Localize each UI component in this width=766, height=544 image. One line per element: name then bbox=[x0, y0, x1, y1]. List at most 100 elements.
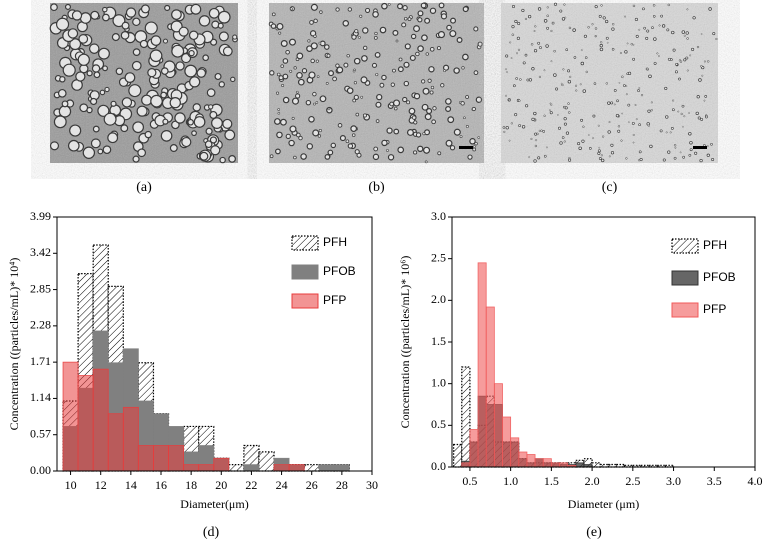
particle bbox=[381, 74, 387, 81]
particle bbox=[132, 155, 140, 163]
particle bbox=[653, 37, 657, 41]
particle bbox=[502, 126, 506, 129]
particle bbox=[327, 107, 331, 111]
particle bbox=[639, 157, 643, 162]
particle bbox=[613, 89, 617, 92]
x-tick-label: 14 bbox=[125, 478, 137, 492]
bar bbox=[213, 457, 230, 472]
particle bbox=[607, 101, 611, 105]
particle bbox=[599, 47, 604, 52]
particle bbox=[673, 156, 677, 160]
particle bbox=[204, 140, 213, 149]
particle bbox=[534, 25, 537, 28]
particle bbox=[710, 142, 713, 146]
particle bbox=[591, 23, 594, 26]
particle bbox=[600, 158, 605, 163]
y-tick-label: 0.00 bbox=[30, 463, 51, 477]
particle bbox=[517, 22, 521, 26]
particle bbox=[677, 110, 680, 113]
particle bbox=[461, 66, 465, 70]
particle bbox=[456, 37, 463, 43]
particle bbox=[289, 7, 293, 11]
particle bbox=[514, 113, 518, 117]
particle bbox=[288, 38, 297, 46]
particle bbox=[214, 72, 222, 81]
particle bbox=[430, 85, 435, 90]
particle bbox=[107, 132, 119, 144]
particle bbox=[708, 7, 712, 11]
particle bbox=[103, 112, 117, 126]
particle bbox=[381, 2, 388, 10]
legend-label: PFOB bbox=[323, 264, 356, 278]
x-tick-label: 30 bbox=[366, 478, 378, 492]
bar bbox=[656, 464, 667, 468]
particle bbox=[473, 70, 479, 76]
particle bbox=[587, 26, 590, 29]
bar bbox=[92, 368, 109, 472]
bar bbox=[62, 361, 79, 472]
particle bbox=[390, 82, 395, 87]
x-tick-label: 18 bbox=[185, 478, 197, 492]
particle bbox=[88, 43, 100, 54]
particle bbox=[360, 95, 364, 99]
particle bbox=[318, 41, 322, 45]
particle bbox=[115, 67, 124, 76]
particle bbox=[620, 139, 623, 142]
legend-swatch bbox=[671, 270, 699, 286]
particle bbox=[521, 125, 526, 129]
particle bbox=[392, 68, 396, 73]
particle bbox=[174, 112, 186, 124]
particle bbox=[664, 86, 668, 90]
particle bbox=[580, 61, 585, 66]
particle bbox=[561, 136, 565, 139]
bar bbox=[526, 454, 536, 468]
particle bbox=[275, 148, 281, 155]
particle bbox=[611, 27, 615, 31]
particle bbox=[386, 149, 389, 152]
particle bbox=[404, 43, 411, 50]
particle bbox=[535, 139, 538, 142]
particle bbox=[420, 79, 426, 84]
particle bbox=[438, 2, 445, 9]
particle bbox=[188, 49, 195, 57]
particle bbox=[317, 134, 322, 138]
particle bbox=[611, 47, 615, 51]
particle bbox=[375, 119, 380, 123]
particle bbox=[402, 5, 408, 11]
particle bbox=[549, 109, 551, 112]
particle bbox=[503, 130, 506, 133]
particle bbox=[325, 82, 329, 85]
particle bbox=[354, 29, 359, 34]
particle bbox=[319, 10, 323, 14]
particle bbox=[421, 103, 429, 111]
particle bbox=[282, 58, 289, 64]
particle bbox=[422, 87, 430, 95]
particle bbox=[132, 48, 141, 57]
particle bbox=[557, 114, 559, 116]
particle bbox=[422, 132, 426, 136]
particle bbox=[546, 146, 548, 149]
particle bbox=[667, 57, 671, 61]
bar bbox=[137, 445, 154, 472]
x-tick-label: 16 bbox=[155, 478, 167, 492]
particle bbox=[429, 90, 434, 95]
particle bbox=[510, 57, 513, 59]
particle bbox=[550, 29, 553, 32]
particle bbox=[386, 127, 393, 134]
particle bbox=[618, 82, 621, 84]
micrograph bbox=[268, 2, 484, 164]
particle bbox=[686, 8, 689, 11]
particle bbox=[462, 53, 469, 61]
particle bbox=[685, 56, 689, 60]
particle bbox=[530, 137, 533, 140]
particle bbox=[550, 60, 553, 63]
bar bbox=[591, 462, 601, 468]
particle bbox=[561, 17, 566, 21]
particle bbox=[472, 147, 477, 152]
particle bbox=[347, 143, 354, 149]
bar bbox=[453, 443, 463, 468]
particle bbox=[209, 110, 218, 119]
particle bbox=[132, 121, 144, 134]
particle bbox=[111, 33, 120, 42]
y-tick-label: 0.57 bbox=[30, 426, 51, 440]
